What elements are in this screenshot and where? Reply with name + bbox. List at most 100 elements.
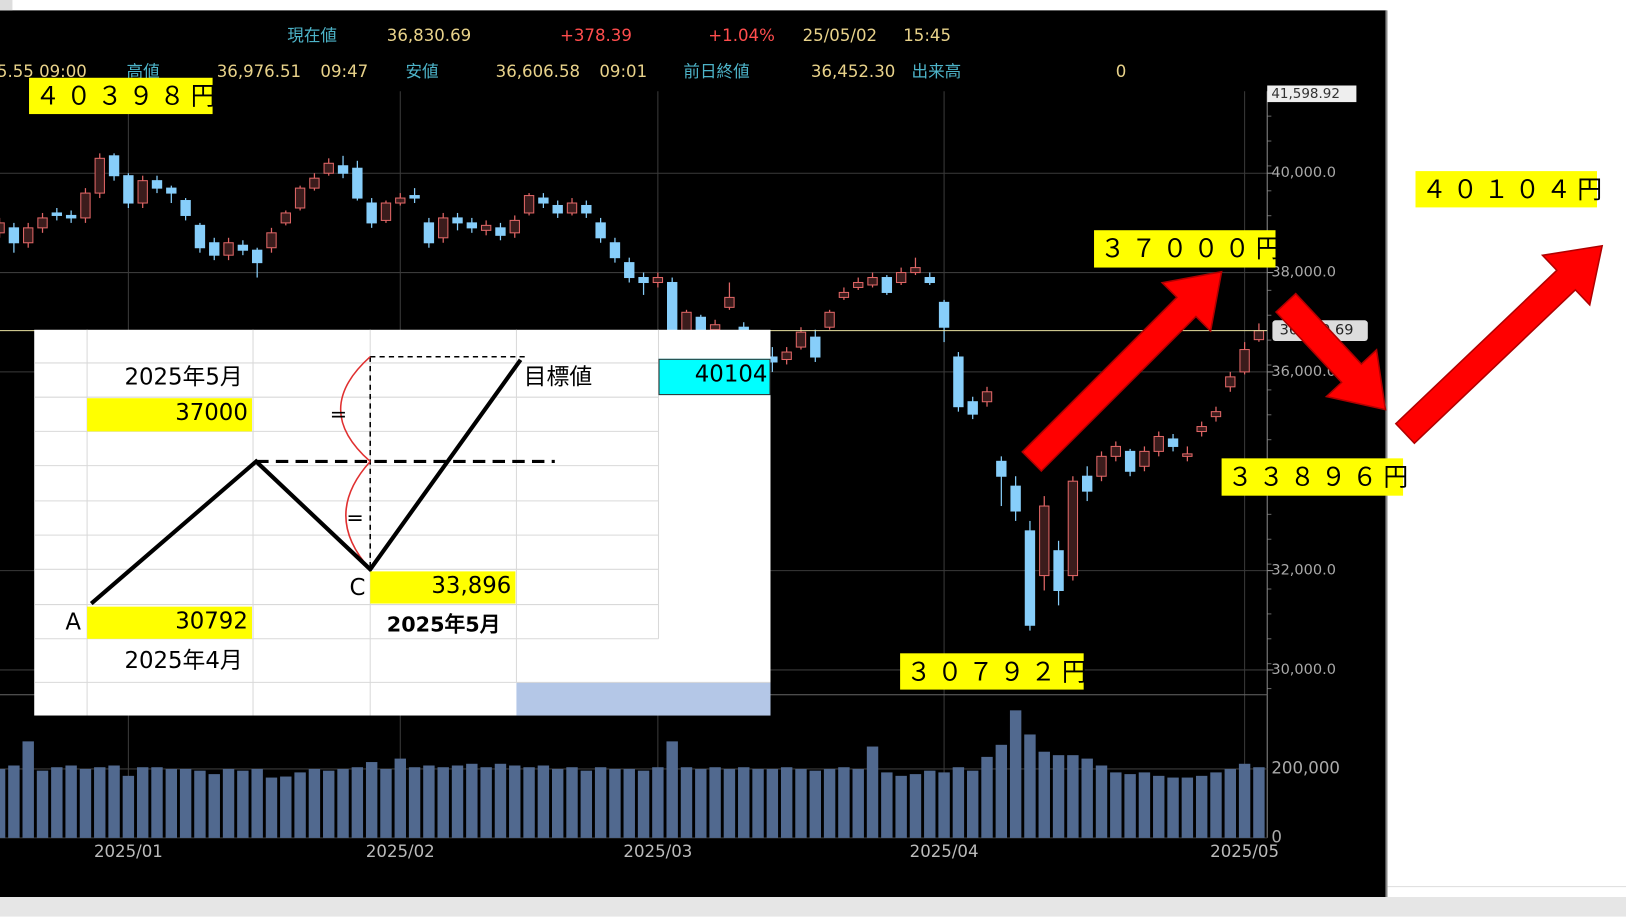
volume-bar — [265, 777, 278, 838]
volume-bar — [537, 765, 550, 838]
volume-bar — [408, 767, 421, 838]
candle-body — [581, 204, 592, 214]
header-field: +1.04% — [708, 26, 775, 45]
sheet-cell: 目標値 — [523, 365, 593, 391]
volume-bar — [165, 768, 178, 838]
volume-bar — [909, 774, 922, 838]
sheet-cell: 2025年5月 — [124, 365, 243, 391]
candle-body — [838, 291, 850, 298]
volume-bar — [451, 765, 464, 838]
x-tick-label: 2025/02 — [366, 842, 435, 861]
volume-bar — [1081, 758, 1093, 838]
candle-body — [0, 222, 5, 234]
y-tick-label: 36,000.0 — [1271, 364, 1336, 380]
y-tick-label: 38,000.0 — [1271, 265, 1336, 281]
header-field: 36,452.30 — [811, 62, 895, 81]
sheet-cell: = — [346, 505, 364, 530]
header-field: 5.55 09:00 — [0, 62, 87, 81]
candle-body — [309, 177, 320, 189]
volume-bar — [1052, 755, 1065, 838]
volume-bar — [65, 765, 77, 838]
volume-bar — [1067, 755, 1079, 838]
volume-bar — [838, 767, 850, 838]
corner — [0, 0, 13, 11]
volume-bar — [795, 768, 807, 838]
volume-bar — [337, 768, 349, 838]
volume-bar — [1138, 772, 1151, 838]
header-field: +378.39 — [560, 26, 632, 45]
header-field: 出来高 — [912, 62, 962, 81]
sheet-cell: 40104 — [658, 358, 771, 396]
volume-bar — [494, 763, 507, 838]
candle-body — [1039, 505, 1050, 577]
candle-body — [867, 277, 878, 286]
volume-bar — [1195, 775, 1208, 838]
volume-bar — [623, 768, 635, 838]
volume-bar — [251, 768, 263, 838]
sheet-cell: 2025年5月 — [386, 611, 501, 637]
candle-body — [1096, 455, 1107, 477]
high-marker-box — [1267, 85, 1357, 103]
candle-body — [810, 336, 821, 358]
sheet-cell: 33,896 — [370, 571, 516, 604]
header-field: 15:45 — [903, 26, 951, 45]
volume-bar — [194, 770, 206, 838]
volume-bar — [1238, 763, 1251, 838]
candle-body — [438, 217, 449, 239]
candle-body — [223, 242, 234, 256]
candle-body — [423, 222, 435, 244]
candle-body — [452, 217, 463, 224]
candle-body — [538, 197, 549, 204]
header-field: 36,830.69 — [387, 26, 471, 45]
high-marker-label: 41,598.92 — [1271, 86, 1340, 102]
volume-bar — [680, 767, 693, 838]
candle-body — [366, 202, 377, 224]
sheet-cell-fill — [516, 682, 771, 716]
volume-bar — [566, 767, 578, 838]
volume-bar — [22, 741, 34, 838]
y-tick-label: 30,000.0 — [1271, 662, 1336, 678]
candle-body — [23, 227, 34, 244]
candle-body — [595, 222, 606, 239]
candle-body — [251, 249, 263, 264]
candle-body — [237, 244, 249, 251]
candle-body — [466, 222, 478, 229]
volume-bar — [823, 768, 836, 838]
candle-body — [924, 277, 935, 284]
header-field: 09:47 — [320, 62, 368, 81]
sheet-cell: A — [65, 609, 81, 636]
volume-bar — [852, 768, 864, 838]
volume-bar — [108, 765, 120, 838]
volume-bar — [895, 775, 907, 838]
volume-bar — [423, 765, 435, 838]
candle-body — [151, 180, 163, 189]
volume-bar — [809, 770, 821, 838]
candle-body — [1010, 485, 1021, 512]
volume-bar — [0, 768, 6, 838]
candle-body — [566, 202, 578, 214]
volume-bar — [780, 767, 793, 838]
x-tick-label: 2025/04 — [910, 842, 979, 861]
volume-bar — [122, 775, 135, 838]
header-field: 高値 — [127, 62, 160, 81]
candle-body — [1082, 475, 1093, 492]
volume-bar — [380, 768, 392, 838]
volume-bar — [94, 767, 106, 838]
status-bar — [0, 897, 1626, 917]
y-tick-label: 0 — [1271, 827, 1282, 846]
candle-body — [853, 281, 864, 288]
volume-bar — [51, 767, 63, 838]
header-field: 36,976.51 — [217, 62, 301, 81]
header-field: 09:01 — [599, 62, 647, 81]
volume-bar — [36, 770, 49, 838]
candle-body — [996, 460, 1007, 477]
candle-body — [1110, 445, 1121, 457]
candle-body — [80, 192, 91, 219]
candle-body — [981, 391, 993, 403]
header-field: 前日終値 — [683, 62, 749, 81]
volume-bar — [365, 762, 378, 838]
volume-bar — [1095, 765, 1108, 838]
candle-body — [180, 200, 191, 216]
